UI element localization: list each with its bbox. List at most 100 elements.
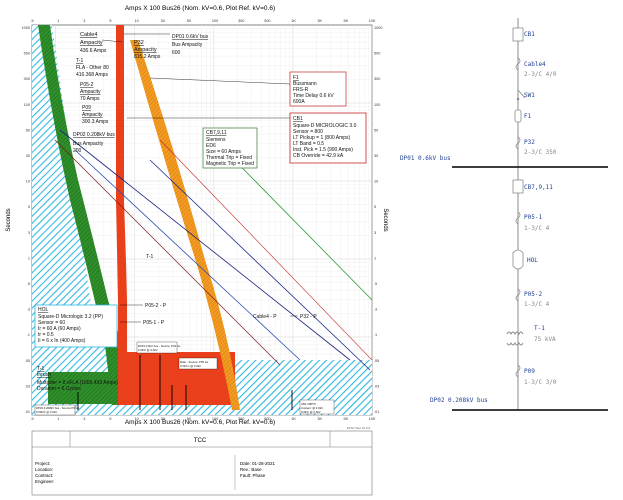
x-tick-label-bottom: 3 (83, 417, 85, 421)
x-tick-label-bottom: 5K (344, 417, 349, 421)
label-cable4p: Cable4 - P (253, 314, 277, 320)
svg-text:Size = 60 Amps: Size = 60 Amps (206, 149, 241, 155)
p05-1-cable[interactable]: P05-1 1-3/C 4 (515, 211, 550, 232)
cable4-node[interactable]: Cable4 2-3/C 4/0 (515, 57, 557, 78)
y-tick-label-right: 500 (374, 52, 380, 56)
label-hol: HOL Square-D Micrologic 3.2 (PP) Sensor … (34, 304, 118, 348)
label-dp02-bus: DP02 0.208kV bus Bus Ampacity 200 (73, 132, 115, 154)
svg-text:DP01 0.6kV bus - Source: P32 I: DP01 0.6kV bus - Source: P32 Isc (138, 344, 181, 348)
dp01-bus[interactable]: DP01 0.6kV bus (400, 155, 608, 168)
label-fault-hol: Main - Source: P05 Isc 3.0kVm @ 3.0kV (178, 357, 218, 370)
svg-text:2-3/C 4/0: 2-3/C 4/0 (524, 71, 557, 78)
y-tick-label-right: 1 (374, 256, 376, 260)
svg-text:CB1: CB1 (293, 116, 303, 122)
svg-text:DP01 0.6kV bus: DP01 0.6kV bus (172, 34, 209, 40)
x-tick-label-bottom: 500 (264, 417, 270, 421)
y-tick-label-left: .1 (27, 333, 30, 337)
cb1-breaker[interactable]: CB1 (512, 27, 535, 42)
svg-text:Date: 01-28-2021: Date: 01-28-2021 (240, 461, 276, 466)
svg-text:Sensor = 60: Sensor = 60 (38, 320, 65, 326)
y-tick-label-right: 50 (374, 128, 378, 132)
svg-text:P05-1 - P: P05-1 - P (143, 320, 165, 326)
label-p05-1p: P05-1 - P (120, 320, 165, 326)
svg-text:tr = 0.5: tr = 0.5 (38, 332, 54, 338)
svg-text:P32: P32 (134, 40, 144, 46)
y-tick-label-left: 500 (24, 52, 30, 56)
svg-text:200: 200 (73, 148, 82, 154)
plot-footer: Amps X 100 Bus26 (Nom. kV=0.6, Plot Ref.… (125, 419, 275, 426)
svg-text:416.368 Amps: 416.368 Amps (76, 72, 108, 78)
y-tick-label-right: 1000 (374, 26, 382, 30)
y-tick-label-right: 30 (374, 154, 378, 158)
svg-text:Inrush: Inrush (37, 372, 51, 378)
x-tick-label-top: 300 (238, 19, 244, 23)
t1-curve (59, 129, 351, 361)
svg-text:Main - Source: P05 Isc: Main - Source: P05 Isc (180, 360, 209, 364)
hol-breaker[interactable]: HOL (512, 249, 538, 270)
svg-text:CB1: CB1 (524, 31, 535, 38)
dp02-bus[interactable]: DP02 0.208kV bus (430, 397, 608, 411)
svg-text:Fault: Phase: Fault: Phase (240, 473, 266, 478)
svg-text:DP02 0.208kV bus - Source P9 I: DP02 0.208kV bus - Source P9 Isc (36, 406, 80, 410)
y-tick-labels: 1000 1000 500 500 300 300 100 100 50 50 30 30 10 10 5 5… (22, 26, 383, 414)
x-tick-label-top: 10K (369, 19, 376, 23)
svg-text:Thermal Trip = Fixed: Thermal Trip = Fixed (206, 155, 252, 161)
svg-text:Contract:: Contract: (35, 473, 53, 478)
svg-text:Cable4: Cable4 (80, 32, 97, 38)
t1-transformer[interactable]: T-1 75 kVA (506, 325, 556, 346)
svg-text:LT Band = 0.5: LT Band = 0.5 (293, 141, 324, 147)
svg-text:P05-2: P05-2 (80, 82, 94, 88)
y-axis-label-left: Seconds (6, 208, 12, 231)
y-tick-label-right: .3 (374, 308, 377, 312)
f1-fuse[interactable]: F1 (514, 109, 532, 123)
y-tick-label-right: 100 (374, 103, 380, 107)
svg-text:Time Delay 0.6 kV: Time Delay 0.6 kV (293, 93, 334, 99)
y-tick-label-right: .03 (374, 384, 379, 388)
label-p05-2p: P05-2 - P (120, 303, 167, 309)
x-tick-label-top: 5 (109, 19, 111, 23)
p32-cable[interactable]: P32 2-3/C 350 (515, 136, 557, 156)
sw1-switch[interactable]: SW1 (516, 89, 536, 101)
svg-text:Rev.: Base: Rev.: Base (240, 467, 262, 472)
svg-text:1-3/C 4: 1-3/C 4 (524, 301, 550, 308)
svg-text:436.6 Amps: 436.6 Amps (80, 48, 107, 54)
svg-text:DP02 0.208kV bus: DP02 0.208kV bus (73, 132, 115, 138)
p05-2-cable[interactable]: P05-2 1-3/C 4 (515, 288, 550, 308)
svg-text:Location:: Location: (35, 467, 53, 472)
y-tick-label-left: .03 (25, 384, 30, 388)
y-tick-label-left: 50 (26, 128, 30, 132)
svg-text:FLA - Other 80: FLA - Other 80 (76, 65, 109, 71)
cb7-breaker[interactable]: CB7,9,11 (512, 179, 553, 194)
plot-header: Amps X 100 Bus26 (Nom. kV=0.6, Plot Ref.… (125, 5, 275, 12)
f1-band (130, 40, 240, 410)
y-tick-label-left: .01 (25, 410, 30, 414)
x-tick-label-bottom: 10K (369, 417, 376, 421)
p09-cable[interactable]: P09 1-3/C 3/0 (515, 364, 557, 386)
svg-text:Duration = 6 Cycles: Duration = 6 Cycles (37, 386, 81, 392)
x-tick-label-bottom: 1K (291, 417, 296, 421)
svg-text:LT Pickup = 1 (800 Amps): LT Pickup = 1 (800 Amps) (293, 135, 351, 141)
svg-text:815.2 Amps: 815.2 Amps (134, 54, 161, 60)
svg-text:FRS-R: FRS-R (293, 87, 309, 93)
svg-text:F1: F1 (293, 75, 299, 81)
label-fault-dp01: DP01 0.6kV bus - Source: P32 Isc 2.0kVr … (136, 341, 181, 354)
svg-text:2.0kVr @ 3.0kV: 2.0kVr @ 3.0kV (138, 348, 158, 352)
label-dp01-bus: DP01 0.6kV bus Bus Ampacity 600 (124, 33, 209, 56)
p05-2-curve (74, 149, 301, 361)
y-tick-label-left: 300 (24, 77, 30, 81)
svg-text:P32: P32 (524, 139, 535, 146)
y-tick-label-right: .1 (374, 333, 377, 337)
svg-text:Square-D MICROLOGIC 3.0: Square-D MICROLOGIC 3.0 (293, 123, 357, 129)
svg-text:Ir = 60 A (60 Amps): Ir = 60 A (60 Amps) (38, 326, 81, 332)
svg-text:0.00kVr @ 0.0kV: 0.00kVr @ 0.0kV (36, 410, 57, 414)
svg-text:600: 600 (172, 50, 181, 56)
label-cable4: Cable4 Ampacity 436.6 Amps (80, 32, 123, 54)
svg-text:Bus Ampacity: Bus Ampacity (73, 141, 104, 147)
y-tick-label-left: 1 (28, 256, 30, 260)
svg-text:70 Amps: 70 Amps (80, 96, 100, 102)
x-tick-labels: .5.5113355101030305050100100300300500500… (30, 19, 375, 421)
x-tick-label-top: 1 (57, 19, 59, 23)
label-t1-curve: T-1 (146, 254, 153, 260)
label-p05-2-ampacity: P05-2 Ampacity 70 Amps (80, 82, 101, 102)
watermark: ETAP Star 16.0.0 (347, 426, 370, 430)
